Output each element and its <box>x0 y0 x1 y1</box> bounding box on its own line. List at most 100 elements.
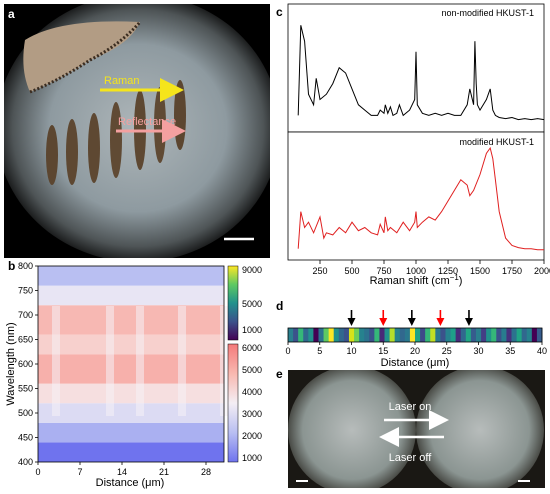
panel-c: c non-modified HKUST-1 modified HKUST-1 … <box>276 3 550 287</box>
strip-cell <box>399 328 406 342</box>
panel-d-strip <box>288 328 543 342</box>
panel-d-x-tick-label: 35 <box>505 346 515 356</box>
panel-b-y-tick-label: 400 <box>18 457 33 467</box>
strip-cell <box>481 328 487 342</box>
strip-cell <box>318 328 324 342</box>
colorbar-top-tick-label: 5000 <box>242 299 262 309</box>
colorbar-bottom-tick-label: 4000 <box>242 387 262 397</box>
strip-cell <box>450 328 457 342</box>
panel-b-label: b <box>8 259 15 273</box>
panel-c-x-tick-label: 250 <box>312 266 327 276</box>
panel-d-x-tick-label: 30 <box>473 346 483 356</box>
heatmap-band <box>38 354 224 384</box>
strip-cell <box>379 328 385 342</box>
strip-cell <box>440 328 446 342</box>
panel-b-x-tick-label: 0 <box>35 467 40 477</box>
colorbar-bottom <box>227 343 239 463</box>
colorbar-top-tick-label: 1000 <box>242 325 262 335</box>
heatmap-band <box>38 334 224 355</box>
strip-cell <box>333 328 340 342</box>
strip-cell <box>506 328 512 342</box>
strip-cell <box>323 328 330 342</box>
heatmap-band <box>38 422 224 443</box>
panel-d-arrows <box>347 310 473 326</box>
panel-b-y-tick-label: 600 <box>18 359 33 369</box>
colorbar-bottom-tick-label: 1000 <box>242 453 262 463</box>
strip-cell <box>308 328 314 342</box>
panel-d-x-tick-label: 5 <box>317 346 322 356</box>
panel-c-bottom-legend: modified HKUST-1 <box>459 137 534 147</box>
panel-b-y-tick-label: 450 <box>18 433 33 443</box>
heatmap-band <box>38 285 224 306</box>
panel-b-x-tick-label: 21 <box>159 467 169 477</box>
colorbar-bottom-ticks: 6000 5000 4000 3000 2000 1000 <box>242 343 262 463</box>
strip-cell <box>359 328 365 342</box>
panel-e: e Laser on Laser off <box>276 367 545 488</box>
strip-cell <box>425 328 431 342</box>
panel-d-arrow-head <box>464 318 473 326</box>
laser-off-label: Laser off <box>389 452 433 464</box>
colorbar-top-ticks: 9000 5000 1000 <box>242 265 262 335</box>
panel-d-arrow-head <box>347 318 356 326</box>
strip-cell <box>511 328 517 342</box>
panel-d-x-ticks: 0 5 10 15 20 25 30 35 40 <box>285 342 547 356</box>
strip-cell <box>465 328 472 342</box>
heatmap-band <box>38 383 224 404</box>
panel-d-label: d <box>276 299 283 313</box>
panel-c-x-tick-label: 1500 <box>470 266 490 276</box>
strip-cell <box>496 328 502 342</box>
panel-c-x-tick-label: 1000 <box>406 266 426 276</box>
heatmap-column-gap <box>178 306 186 416</box>
panel-c-x-tick-label: 750 <box>376 266 391 276</box>
strip-cell <box>430 328 436 342</box>
panel-e-label: e <box>276 367 283 381</box>
heatmap-band <box>38 305 224 335</box>
colorbar-top-tick-label: 9000 <box>242 265 262 275</box>
panel-d-arrow-head <box>379 318 388 326</box>
panel-d-x-tick-label: 15 <box>378 346 388 356</box>
panel-b-heatmap <box>38 266 228 462</box>
panel-d-x-tick-label: 40 <box>537 346 547 356</box>
strip-cell <box>374 328 380 342</box>
strip-cell <box>364 328 370 342</box>
strip-cell <box>369 328 375 342</box>
heatmap-column-gap <box>136 306 144 416</box>
panel-d-xlabel: Distance (μm) <box>381 357 450 369</box>
strip-cell <box>348 328 355 342</box>
colorbar-bottom-tick-label: 6000 <box>242 343 262 353</box>
strip-cell <box>526 328 533 342</box>
panel-d-arrow-head <box>436 318 445 326</box>
strip-cell <box>460 328 467 342</box>
panel-c-x-tick-label: 1250 <box>438 266 458 276</box>
panel-a: a Raman Reflectance <box>4 4 270 258</box>
panel-e-field-right <box>416 370 544 488</box>
panel-c-x-tick-label: 2000 <box>534 266 550 276</box>
strip-cell <box>338 328 345 342</box>
heatmap-column-gap <box>52 306 60 416</box>
strip-cell <box>303 328 309 342</box>
strip-cell <box>404 328 411 342</box>
strip-cell <box>491 328 497 342</box>
strip-cell <box>293 328 299 342</box>
strip-cell <box>343 328 350 342</box>
laser-on-label: Laser on <box>389 401 432 413</box>
panel-c-x-ticks: 250 500 750 1000 1250 1500 1750 2000 <box>312 260 550 276</box>
strip-cell <box>313 328 319 342</box>
strip-cell <box>328 328 335 342</box>
panel-b-y-tick-label: 750 <box>18 286 33 296</box>
panel-a-label: a <box>8 7 15 21</box>
heatmap-band <box>38 442 224 462</box>
panel-c-label: c <box>276 5 283 19</box>
panel-b-x-tick-label: 7 <box>77 467 82 477</box>
strip-cell <box>470 328 477 342</box>
strip-cell <box>288 328 294 342</box>
panel-b-y-tick-label: 650 <box>18 335 33 345</box>
series-non-modified <box>297 25 545 121</box>
reflectance-arrow-label: Reflectance <box>118 116 176 128</box>
panel-b-y-tick-label: 700 <box>18 310 33 320</box>
strip-cell <box>536 328 543 342</box>
strip-cell <box>475 328 482 342</box>
strip-cell <box>415 328 421 342</box>
panel-b-ylabel: Wavelength (nm) <box>5 322 17 405</box>
